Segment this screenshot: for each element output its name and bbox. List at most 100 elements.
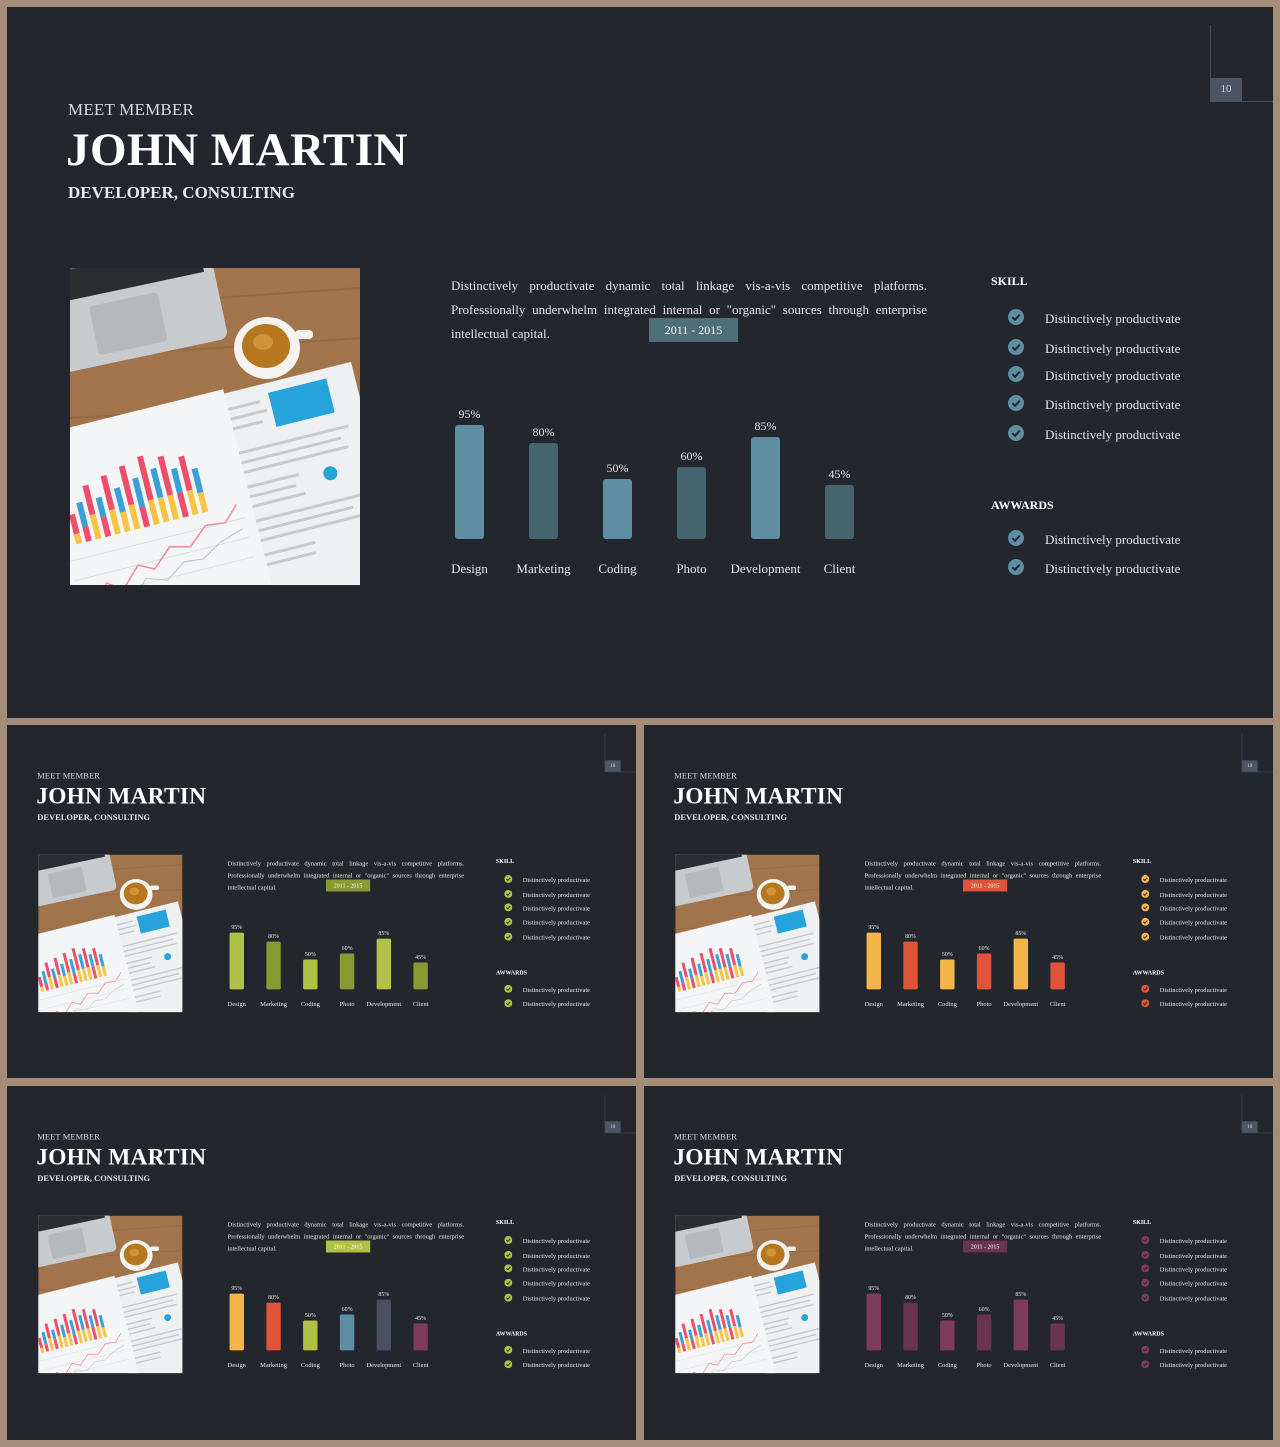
bar-coding bbox=[940, 959, 955, 990]
bar-value-label: 80% bbox=[905, 1295, 916, 1301]
check-circle-icon bbox=[504, 932, 513, 941]
skill-item-label: Distinctively productivate bbox=[1045, 427, 1181, 442]
bar-photo bbox=[976, 1314, 992, 1351]
bar-development bbox=[376, 1299, 392, 1351]
member-name: JOHN MARTIN bbox=[36, 783, 207, 809]
bar-design bbox=[229, 932, 244, 990]
category-label: Development bbox=[1004, 1362, 1039, 1369]
category-label: Coding bbox=[938, 1362, 958, 1369]
bar-value-label: 50% bbox=[305, 1313, 316, 1319]
awards-heading: AWWARDS bbox=[495, 1329, 528, 1337]
skills-bar-chart: 95% Design 80% Marketing 50% Coding 60% Photo 85… bbox=[865, 925, 1066, 1008]
slide-content: 10 MEET MEMBER JOHN MARTIN DEVELOPER, CO… bbox=[644, 1086, 1273, 1439]
bar-value-label: 85% bbox=[1015, 1292, 1026, 1298]
category-label: Client bbox=[1050, 1001, 1066, 1008]
award-item-label: Distinctively productivate bbox=[1045, 561, 1181, 576]
check-circle-icon bbox=[1008, 559, 1024, 575]
bar-marketing bbox=[529, 443, 558, 539]
slide-small-plum: 10 MEET MEMBER JOHN MARTIN DEVELOPER, CO… bbox=[644, 1086, 1273, 1440]
bar-coding bbox=[303, 959, 318, 990]
category-label: Design bbox=[228, 1001, 247, 1008]
bar-value-label: 50% bbox=[942, 952, 953, 958]
bar-value-label: 95% bbox=[459, 407, 481, 421]
bar-development bbox=[1013, 1299, 1029, 1351]
category-label: Coding bbox=[598, 561, 637, 576]
check-circle-icon bbox=[504, 903, 513, 912]
skill-item-label: Distinctively productivate bbox=[522, 1279, 590, 1288]
bar-value-label: 85% bbox=[755, 419, 777, 433]
bar-value-label: 85% bbox=[378, 931, 389, 937]
awards-heading: AWWARDS bbox=[495, 968, 528, 976]
check-circle-icon bbox=[1141, 1293, 1150, 1302]
bar-value-label: 95% bbox=[868, 925, 879, 931]
awards-heading: AWWARDS bbox=[1132, 968, 1165, 976]
skill-heading: SKILL bbox=[991, 274, 1028, 288]
member-name: JOHN MARTIN bbox=[673, 1144, 844, 1170]
kicker: MEET MEMBER bbox=[674, 1132, 737, 1142]
slide-small-orange: 10 MEET MEMBER JOHN MARTIN DEVELOPER, CO… bbox=[644, 725, 1273, 1078]
bar-design bbox=[866, 932, 881, 990]
slide-large-teal: 10 MEET MEMBER JOHN MARTIN DEVELOPER, CO… bbox=[7, 7, 1273, 718]
bar-development bbox=[1013, 938, 1029, 990]
category-label: Photo bbox=[977, 1362, 992, 1369]
category-label: Coding bbox=[301, 1362, 321, 1369]
check-circle-icon bbox=[504, 1278, 513, 1287]
skills-bar-chart: 95% Design 80% Marketing 50% Coding 60% Photo 85… bbox=[865, 1286, 1066, 1369]
corner-line-horizontal bbox=[1210, 101, 1273, 102]
check-circle-icon bbox=[1008, 339, 1024, 355]
page-number: 10 bbox=[1241, 760, 1258, 772]
bar-development bbox=[376, 938, 392, 990]
bar-coding bbox=[603, 479, 632, 539]
skill-item-label: Distinctively productivate bbox=[1045, 368, 1181, 383]
category-label: Client bbox=[413, 1001, 429, 1008]
check-circle-icon bbox=[1008, 425, 1024, 441]
member-role: DEVELOPER, CONSULTING bbox=[68, 183, 296, 202]
kicker: MEET MEMBER bbox=[674, 771, 737, 781]
check-circle-icon bbox=[1141, 932, 1150, 941]
check-circle-icon bbox=[504, 984, 513, 993]
bar-value-label: 80% bbox=[533, 425, 555, 439]
award-item-label: Distinctively productivate bbox=[1045, 532, 1181, 547]
category-label: Marketing bbox=[897, 1362, 925, 1369]
check-circle-icon bbox=[504, 1236, 513, 1244]
slide-small-green: 10 MEET MEMBER JOHN MARTIN DEVELOPER, CO… bbox=[7, 725, 636, 1078]
skill-item-label: Distinctively productivate bbox=[522, 904, 590, 912]
check-circle-icon bbox=[504, 1345, 513, 1354]
bar-value-label: 50% bbox=[607, 461, 629, 475]
check-circle-icon bbox=[504, 889, 513, 898]
period-badge: 2011 - 2015 bbox=[325, 879, 371, 892]
skill-heading: SKILL bbox=[495, 857, 515, 865]
check-circle-icon bbox=[504, 1293, 513, 1302]
category-label: Marketing bbox=[260, 1362, 288, 1369]
skill-item-label: Distinctively productivate bbox=[1159, 933, 1227, 942]
category-label: Coding bbox=[301, 1001, 321, 1008]
award-item-label: Distinctively productivate bbox=[1159, 1346, 1227, 1355]
check-circle-icon bbox=[1141, 1278, 1150, 1287]
award-item-label: Distinctively productivate bbox=[522, 1000, 590, 1008]
check-circle-icon bbox=[1141, 999, 1150, 1008]
bar-value-label: 60% bbox=[979, 946, 990, 952]
skill-item-label: Distinctively productivate bbox=[1045, 311, 1181, 326]
period-badge: 2011 - 2015 bbox=[962, 879, 1008, 892]
skills-bar-chart: 95% Design 80% Marketing 50% Coding 60% Photo 85… bbox=[228, 1286, 429, 1369]
bar-marketing bbox=[266, 941, 281, 990]
check-circle-icon bbox=[1141, 1250, 1150, 1259]
skill-item-label: Distinctively productivate bbox=[1159, 890, 1227, 899]
check-circle-icon bbox=[1141, 984, 1150, 993]
member-name: JOHN MARTIN bbox=[673, 783, 844, 809]
category-label: Client bbox=[1050, 1362, 1066, 1369]
bar-photo bbox=[677, 467, 706, 539]
check-circle-icon bbox=[1008, 530, 1024, 546]
bar-design bbox=[866, 1293, 881, 1351]
bar-photo bbox=[339, 1314, 355, 1351]
bar-marketing bbox=[266, 1302, 281, 1351]
desk-photo bbox=[38, 1215, 183, 1374]
page-number: 10 bbox=[1241, 1121, 1258, 1133]
skill-item-label: Distinctively productivate bbox=[522, 1237, 590, 1245]
page-number: 10 bbox=[604, 1121, 621, 1133]
skill-item-label: Distinctively productivate bbox=[1159, 918, 1227, 927]
check-circle-icon bbox=[504, 1264, 513, 1273]
award-item-label: Distinctively productivate bbox=[1159, 1000, 1227, 1008]
check-circle-icon bbox=[1141, 1345, 1150, 1354]
awards-heading: AWWARDS bbox=[1132, 1329, 1165, 1337]
